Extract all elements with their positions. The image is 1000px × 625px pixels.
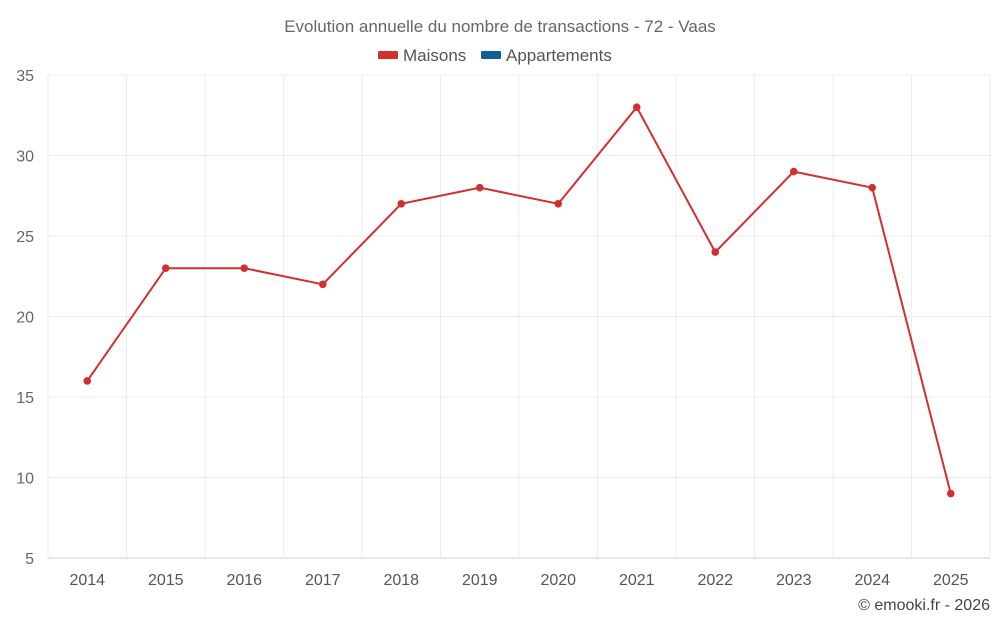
x-tick-label: 2017 [305, 572, 341, 589]
y-axis-ticks: 5 10 15 20 25 30 35 [16, 68, 34, 568]
plot-area [83, 103, 955, 498]
data-point[interactable] [789, 167, 798, 176]
x-tick-label: 2015 [148, 572, 184, 589]
x-tick-label: 2025 [933, 572, 969, 589]
x-tick-label: 2016 [226, 572, 262, 589]
y-tick-label: 20 [16, 310, 34, 327]
data-point[interactable] [318, 280, 327, 289]
series-line-maisons [86, 105, 952, 494]
x-tick-label: 2023 [776, 572, 812, 589]
x-tick-label: 2014 [69, 572, 105, 589]
y-tick-label: 15 [16, 390, 34, 407]
gridlines [47, 74, 991, 558]
data-point[interactable] [711, 248, 720, 256]
data-point[interactable] [868, 183, 877, 192]
legend-swatch-appartements[interactable] [481, 51, 501, 59]
data-point[interactable] [83, 377, 92, 385]
x-tick-label: 2020 [540, 572, 576, 589]
y-tick-label: 30 [16, 149, 34, 166]
credit-text: © emooki.fr - 2026 [858, 597, 990, 614]
data-point[interactable] [554, 200, 563, 208]
x-tick-label: 2019 [462, 572, 498, 589]
data-point[interactable] [161, 264, 170, 273]
data-point[interactable] [397, 200, 406, 208]
legend-label-appartements[interactable]: Appartements [506, 46, 612, 65]
chart-title: Evolution annuelle du nombre de transact… [284, 17, 716, 36]
legend-label-maisons[interactable]: Maisons [403, 46, 466, 65]
y-tick-label: 35 [16, 68, 34, 85]
y-tick-label: 5 [25, 551, 34, 568]
x-tick-label: 2021 [619, 572, 655, 589]
y-tick-label: 25 [16, 229, 34, 246]
legend: Maisons Appartements [378, 46, 612, 65]
data-point[interactable] [240, 264, 249, 273]
x-tick-label: 2024 [854, 572, 890, 589]
data-point[interactable] [475, 183, 484, 192]
x-tick-label: 2018 [383, 572, 419, 589]
x-axis-ticks: 2014 2015 2016 2017 2018 2019 2020 2021 2022 2023… [69, 572, 968, 589]
data-point[interactable] [946, 489, 955, 498]
x-tick-label: 2022 [697, 572, 733, 589]
legend-swatch-maisons[interactable] [378, 51, 398, 59]
data-point[interactable] [632, 103, 641, 111]
y-tick-label: 10 [16, 471, 34, 488]
